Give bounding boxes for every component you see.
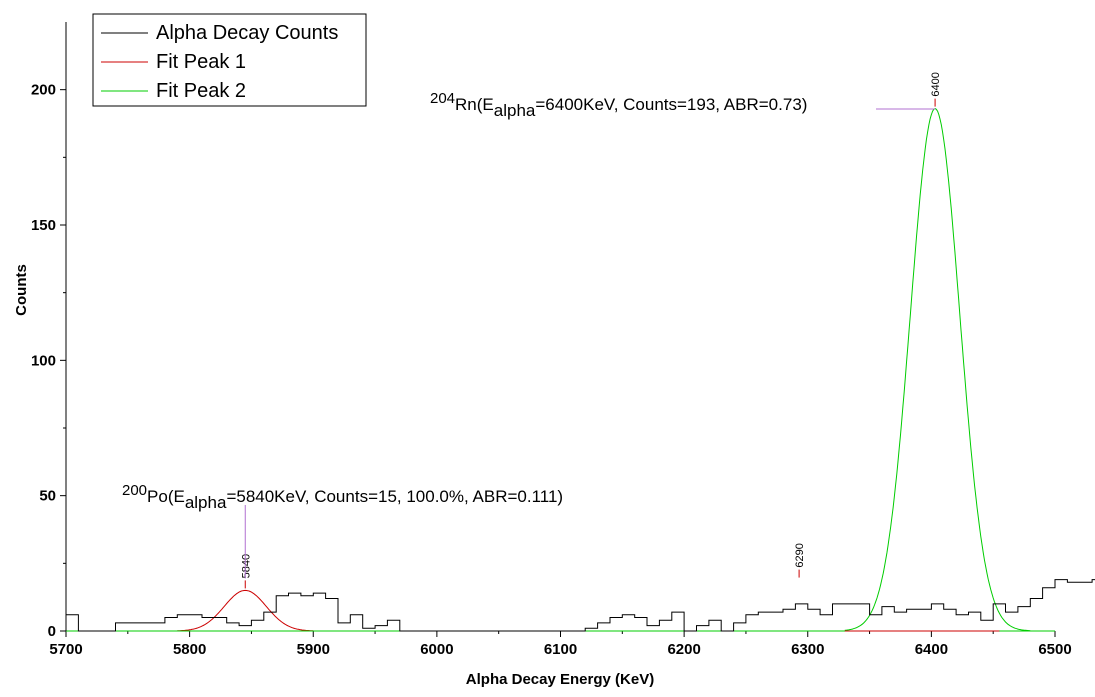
x-tick-label: 6400 — [915, 641, 948, 658]
x-tick-label: 6300 — [791, 641, 824, 658]
annotation-po-text: 200Po(Ealpha=5840KeV, Counts=15, 100.0%,… — [122, 482, 563, 512]
y-tick-label: 0 — [48, 623, 56, 640]
y-tick-label: 50 — [39, 488, 56, 505]
y-ticks: 0 50 100 150 200 — [31, 82, 66, 640]
x-tick-label: 6000 — [420, 641, 453, 658]
x-tick-label: 6200 — [667, 641, 700, 658]
x-ticks: 5700 5800 5900 6000 6100 6200 6300 6400 6500 — [49, 631, 1072, 658]
peak-label-5840: 5840 — [240, 554, 252, 578]
y-tick-label: 200 — [31, 82, 56, 99]
y-tick-label: 150 — [31, 217, 56, 234]
histogram-alpha-decay-counts — [65, 579, 1095, 632]
annotation-po: 200Po(Ealpha=5840KeV, Counts=15, 100.0%,… — [122, 482, 563, 512]
x-tick-label: 5700 — [49, 641, 82, 658]
y-axis-title: Counts — [13, 264, 30, 316]
legend: Alpha Decay Counts Fit Peak 1 Fit Peak 2 — [92, 13, 367, 107]
legend-label-alpha-decay-counts: Alpha Decay Counts — [156, 22, 338, 44]
fit-curve-1 — [177, 589, 314, 632]
x-tick-label: 6500 — [1038, 641, 1071, 658]
peak-label-6290: 6290 — [794, 543, 806, 567]
x-tick-label: 5900 — [297, 641, 330, 658]
x-axis-title: Alpha Decay Energy (KeV) — [466, 671, 654, 688]
x-tick-label: 5800 — [173, 641, 206, 658]
plot-area: 5840 6290 6400 — [65, 72, 1095, 632]
annotation-rn: 204Rn(Ealpha=6400KeV, Counts=193, ABR=0.… — [430, 90, 807, 120]
fit-curve-2 — [844, 108, 1031, 632]
legend-label-fit-peak-2: Fit Peak 2 — [156, 80, 246, 102]
peak-label-6400: 6400 — [930, 72, 942, 96]
x-tick-label: 6100 — [544, 641, 577, 658]
annotation-rn-text: 204Rn(Ealpha=6400KeV, Counts=193, ABR=0.… — [430, 90, 807, 120]
y-tick-label: 100 — [31, 352, 56, 369]
legend-label-fit-peak-1: Fit Peak 1 — [156, 51, 246, 73]
